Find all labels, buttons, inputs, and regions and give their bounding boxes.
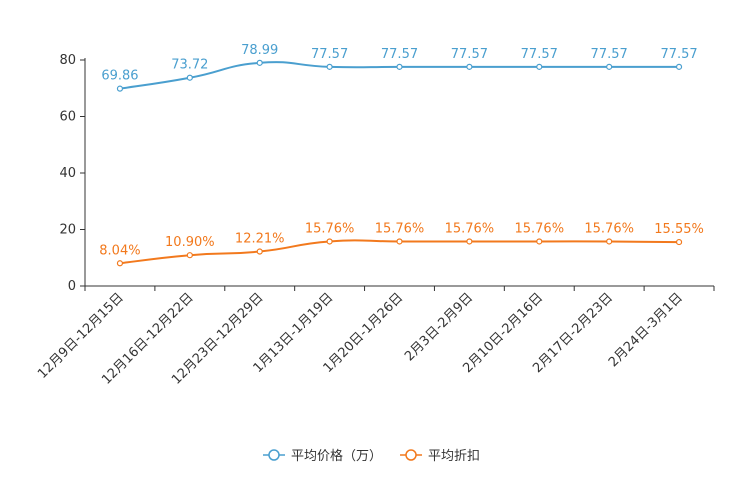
data-label: 77.57	[660, 47, 697, 62]
data-label: 69.86	[101, 69, 138, 84]
data-label: 15.76%	[514, 221, 564, 236]
legend[interactable]: 平均价格（万） 平均折扣	[263, 448, 480, 464]
series-0: 69.86 73.72 78.99 77.57 77.57 77.57 77.57 77.57…	[101, 43, 698, 92]
y-tick-label: 0	[68, 279, 76, 294]
data-label: 15.76%	[584, 221, 634, 236]
data-point[interactable]	[326, 63, 333, 70]
data-label: 15.76%	[375, 221, 425, 236]
legend-item-1[interactable]: 平均折扣	[400, 449, 480, 464]
data-label: 77.57	[381, 47, 418, 62]
data-label: 78.99	[241, 43, 278, 58]
data-label: 10.90%	[165, 235, 215, 250]
series-layer: 69.86 73.72 78.99 77.57 77.57 77.57 77.57 77.57…	[99, 43, 704, 267]
data-label: 15.76%	[305, 221, 355, 236]
series-1: 8.04% 10.90% 12.21% 15.76% 15.76% 15.76% 15.76…	[99, 221, 704, 267]
data-label: 73.72	[171, 58, 208, 73]
data-point[interactable]	[606, 238, 613, 245]
y-tick-label: 60	[59, 110, 76, 125]
data-point[interactable]	[186, 252, 193, 259]
data-label: 77.57	[311, 47, 348, 62]
data-label: 12.21%	[235, 232, 285, 247]
data-point[interactable]	[536, 63, 543, 70]
axes: 02040608012月9日-12月15日12月16日-12月22日12月23日…	[35, 53, 715, 388]
legend-marker-icon	[268, 449, 280, 461]
data-point[interactable]	[466, 63, 473, 70]
data-point[interactable]	[186, 74, 193, 81]
x-tick-label: 2月3日-2月9日	[402, 290, 476, 364]
data-point[interactable]	[536, 238, 543, 245]
data-point[interactable]	[326, 238, 333, 245]
data-point[interactable]	[466, 238, 473, 245]
data-label: 15.55%	[654, 222, 704, 237]
data-point[interactable]	[256, 59, 263, 66]
data-point[interactable]	[606, 63, 613, 70]
data-point[interactable]	[116, 260, 124, 267]
legend-label: 平均折扣	[428, 449, 480, 464]
data-label: 77.57	[451, 47, 488, 62]
data-point[interactable]	[675, 63, 683, 70]
data-label: 15.76%	[445, 221, 495, 236]
data-point[interactable]	[396, 63, 403, 70]
y-tick-label: 80	[59, 53, 76, 68]
data-point[interactable]	[675, 238, 683, 246]
x-tick-label: 2月24日-3月1日	[606, 290, 686, 370]
legend-item-0[interactable]: 平均价格（万）	[263, 448, 382, 464]
data-label: 77.57	[521, 47, 558, 62]
y-tick-label: 20	[59, 223, 76, 238]
legend-marker-icon	[405, 449, 417, 461]
data-label: 77.57	[591, 47, 628, 62]
y-tick-label: 40	[59, 166, 76, 181]
data-point[interactable]	[256, 248, 263, 255]
data-label: 8.04%	[99, 243, 140, 258]
legend-label: 平均价格（万）	[291, 448, 382, 464]
data-point[interactable]	[116, 85, 124, 92]
data-point[interactable]	[396, 238, 403, 245]
